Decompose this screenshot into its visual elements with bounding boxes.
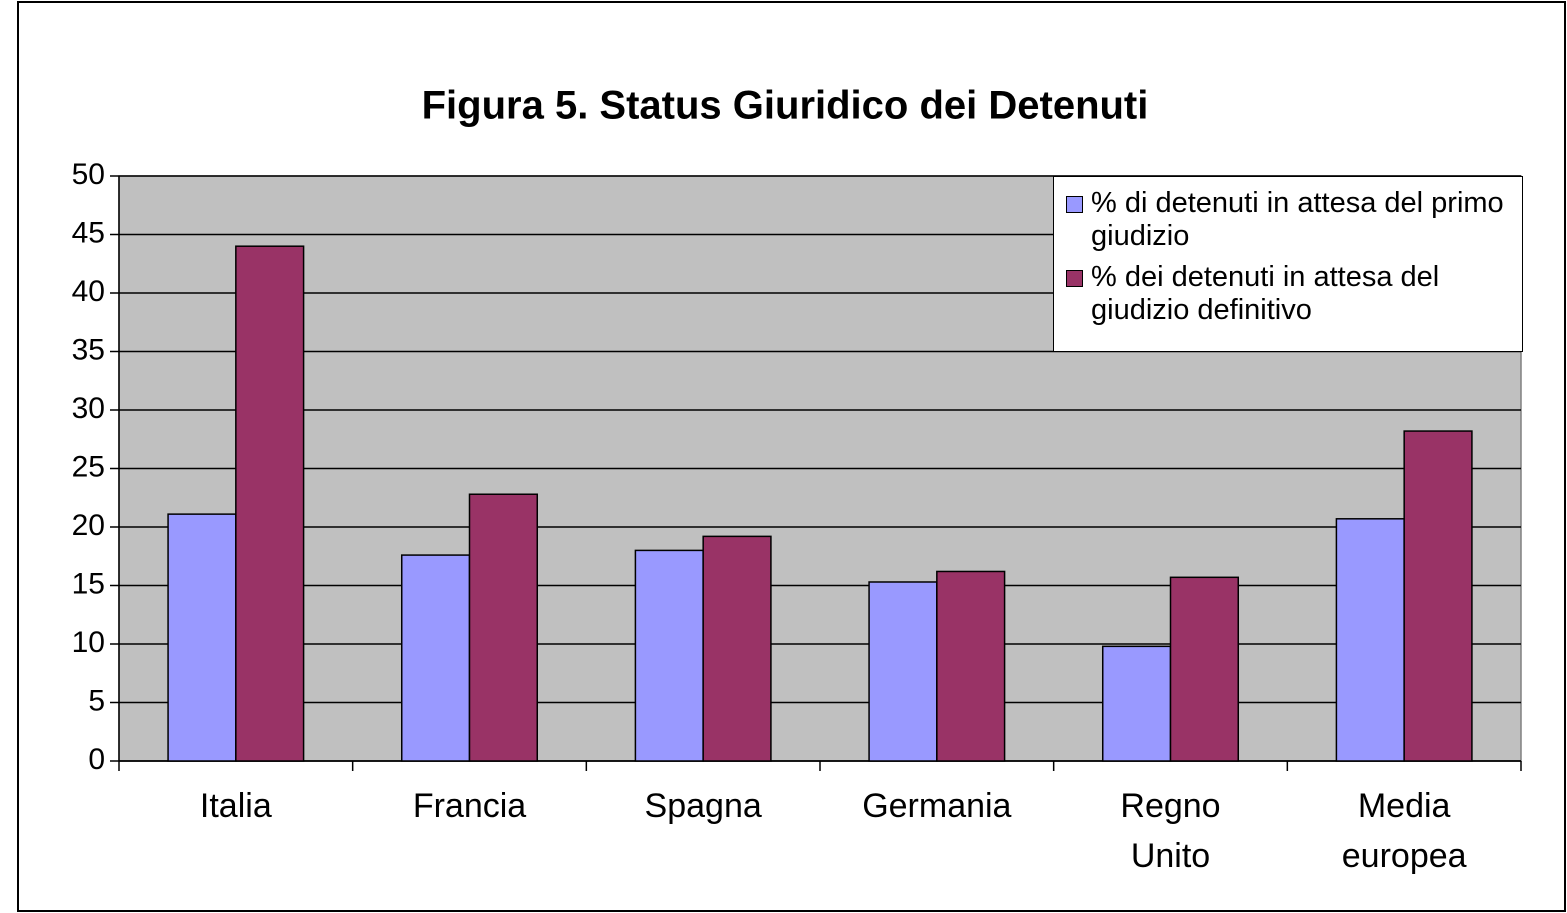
y-tick-label: 20 [72,509,105,542]
bar [1335,518,1405,762]
y-tick-label: 10 [72,626,105,659]
legend-swatch [1066,196,1083,213]
legend-swatch [1066,270,1083,287]
x-tick-label: Media europea [1342,787,1467,875]
y-tick-label: 25 [72,450,105,483]
chart-title: Figura 5. Status Giuridico dei Detenuti [422,84,1149,128]
y-tick-label: 45 [72,216,105,249]
legend-item: % di detenuti in attesa del primo giudiz… [1066,187,1514,253]
x-tick-label: Regno Unito [1120,787,1220,875]
x-tick-label: Italia [200,787,272,825]
bar [634,549,704,762]
bar [468,493,539,762]
y-tick-label: 0 [88,743,105,776]
y-tick-label: 15 [72,567,105,600]
bar [1101,645,1172,762]
bar [868,581,938,762]
x-tick-label: Germania [862,787,1011,825]
legend-item: % dei detenuti in attesa del giudizio de… [1066,261,1514,327]
x-tick-label: Francia [413,787,526,825]
legend: % di detenuti in attesa del primo giudiz… [1053,176,1523,352]
legend-label: % di detenuti in attesa del primo giudiz… [1091,187,1504,252]
y-tick-label: 35 [72,333,105,366]
y-tick-label: 5 [88,684,105,717]
bar [400,554,471,762]
x-tick-label: Spagna [645,787,762,825]
y-tick-label: 40 [72,275,105,308]
bar [167,513,237,762]
bar [936,570,1006,762]
bar [235,245,305,762]
y-tick-label: 30 [72,392,105,425]
bar [702,535,772,762]
legend-label: % dei detenuti in attesa del giudizio de… [1091,261,1440,326]
bar [1169,576,1240,762]
bar [1403,430,1473,762]
y-tick-label: 50 [72,158,105,191]
